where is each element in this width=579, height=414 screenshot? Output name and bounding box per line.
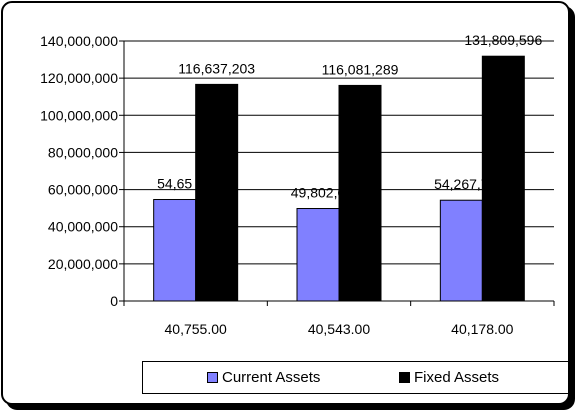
legend-swatch-fixed-assets [399,372,410,383]
legend: Current Assets Fixed Assets [142,361,569,394]
bar-current-assets [439,199,483,302]
y-tick-label: 120,000,000 [40,70,118,86]
data-label: 131,809,596 [464,32,542,48]
bar-fixed-assets [481,55,525,302]
legend-item-fixed-assets: Fixed Assets [399,369,499,386]
data-label: 54,267,7 [434,176,489,192]
legend-swatch-current-assets [207,372,218,383]
data-label: 116,081,289 [322,61,399,77]
y-tick-label: 80,000,000 [48,144,118,160]
x-tick-label: 40,178.00 [451,321,513,337]
bar-current-assets [153,199,197,302]
x-tick-label: 40,755.00 [165,321,227,337]
legend-label-fixed-assets: Fixed Assets [414,369,500,386]
data-label: 49,802,0 [291,185,346,201]
y-tick-label: 100,000,000 [40,107,118,123]
data-label: 54,65 [157,176,192,192]
y-tick-label: 20,000,000 [48,256,118,272]
y-tick-label: 60,000,000 [48,182,118,198]
legend-label-current-assets: Current Assets [222,369,321,386]
x-tick-label: 40,543.00 [308,321,370,337]
bar-fixed-assets [195,83,239,302]
data-label: 116,637,203 [178,60,255,76]
legend-item-current-assets: Current Assets [207,369,320,386]
y-tick-label: 40,000,000 [48,219,118,235]
bar-current-assets [296,208,340,302]
y-tick-label: 140,000,000 [40,33,118,49]
y-tick-label: 0 [110,293,118,309]
bar-fixed-assets [338,84,382,302]
